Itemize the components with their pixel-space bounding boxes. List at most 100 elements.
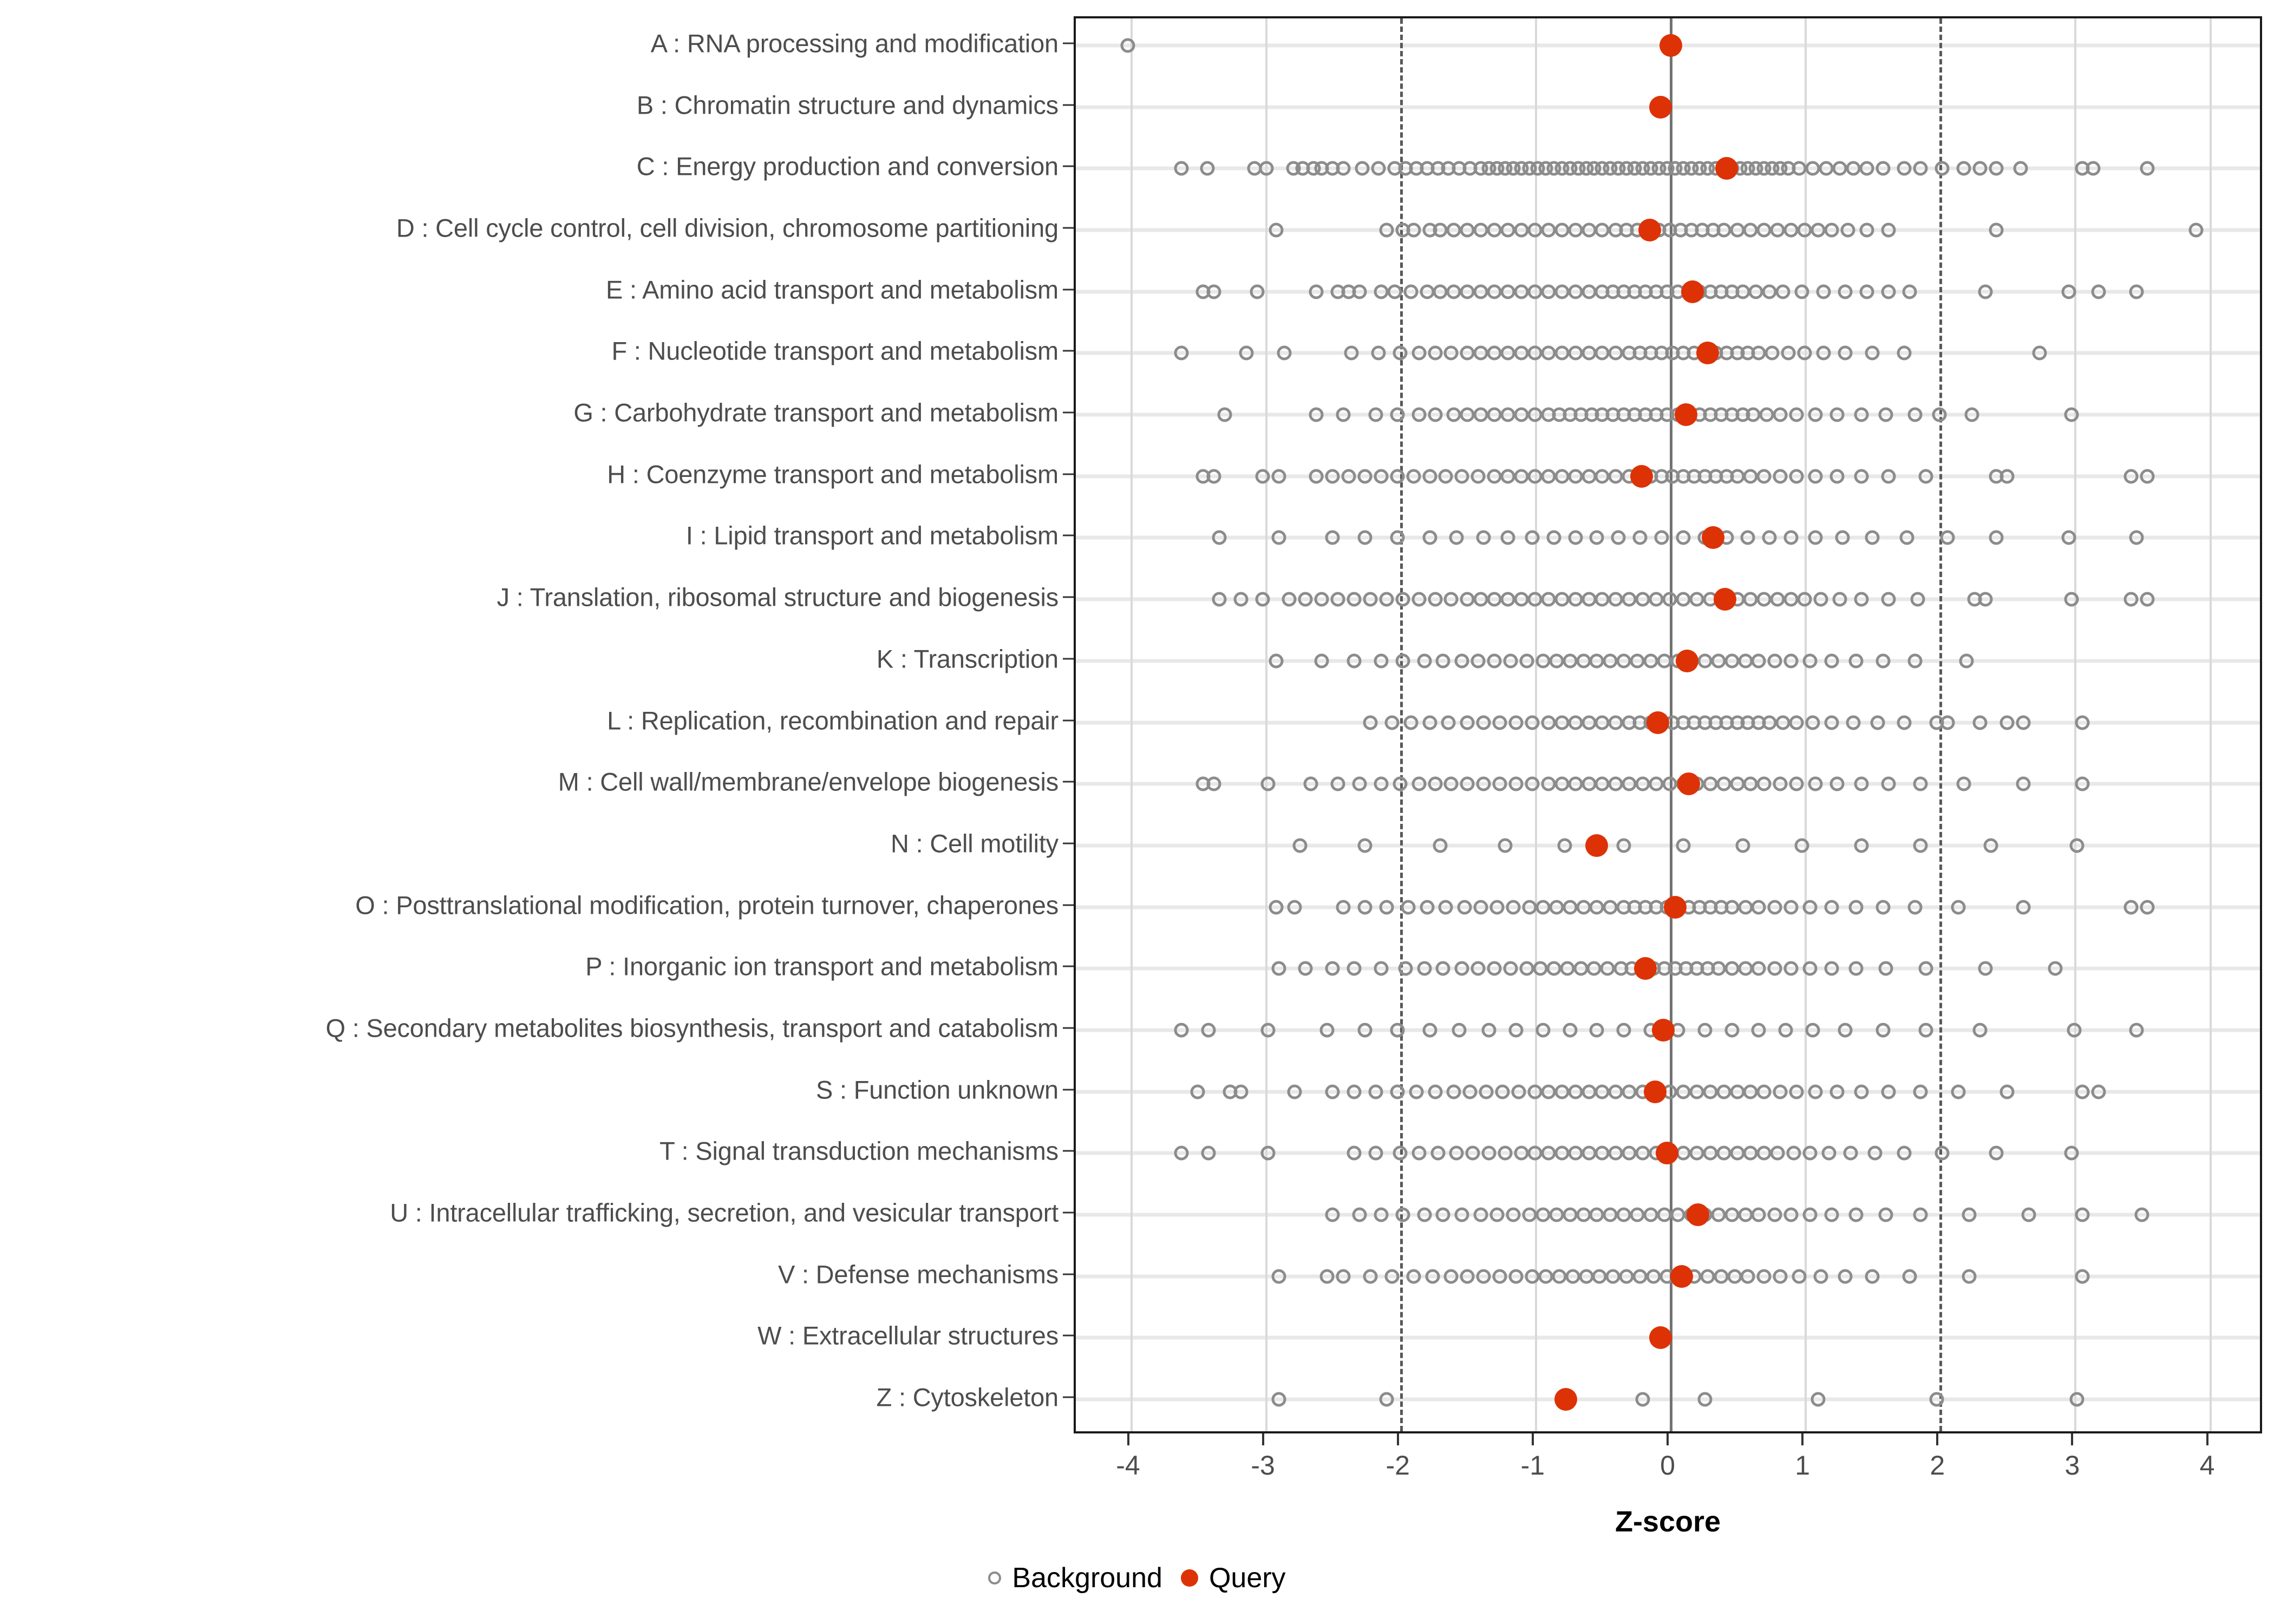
- query-point[interactable]: [1634, 957, 1657, 980]
- y-axis-tick: [1063, 1334, 1074, 1337]
- y-axis-category-label: H : Coenzyme transport and metabolism: [607, 460, 1058, 489]
- background-point: [1514, 345, 1529, 361]
- background-point: [1511, 1084, 1526, 1099]
- background-point: [1646, 1269, 1661, 1284]
- query-point[interactable]: [1638, 219, 1661, 242]
- background-point: [1838, 284, 1853, 299]
- query-point[interactable]: [1649, 1326, 1672, 1350]
- background-point: [1519, 653, 1534, 669]
- background-point: [1363, 715, 1378, 730]
- background-point: [1635, 1392, 1650, 1407]
- query-point[interactable]: [1687, 1203, 1710, 1226]
- legend-item-background[interactable]: Background: [988, 1562, 1162, 1594]
- query-point[interactable]: [1674, 403, 1697, 427]
- background-point: [1595, 345, 1610, 361]
- background-point: [1854, 592, 1869, 607]
- background-point: [1309, 284, 1324, 299]
- background-point: [1390, 530, 1405, 545]
- background-point: [1743, 1084, 1758, 1099]
- background-point: [1401, 900, 1416, 915]
- background-point: [1808, 530, 1823, 545]
- background-point: [1605, 1269, 1620, 1284]
- background-point: [1568, 1084, 1583, 1099]
- background-point: [1487, 469, 1502, 484]
- background-point: [1773, 1269, 1788, 1284]
- query-point[interactable]: [1659, 34, 1683, 57]
- background-point: [1476, 1269, 1491, 1284]
- background-point: [1565, 1269, 1580, 1284]
- background-point: [1541, 345, 1556, 361]
- background-point: [1770, 1145, 1785, 1161]
- legend-item-query[interactable]: Query: [1180, 1562, 1286, 1594]
- query-point[interactable]: [1676, 649, 1699, 672]
- background-point: [1632, 530, 1648, 545]
- x-gridline-4: [2209, 18, 2212, 1431]
- y-axis-category-label: T : Signal transduction mechanisms: [659, 1136, 1058, 1165]
- background-point: [1808, 469, 1823, 484]
- background-point: [1843, 1145, 1858, 1161]
- background-point: [1277, 345, 1291, 361]
- background-point: [1783, 900, 1799, 915]
- query-point[interactable]: [1696, 342, 1719, 365]
- query-point[interactable]: [1646, 711, 1669, 734]
- background-point: [1201, 1145, 1216, 1161]
- background-point: [1989, 530, 2004, 545]
- background-point: [1438, 900, 1453, 915]
- query-point[interactable]: [1715, 157, 1738, 180]
- x-axis-tick-label: -4: [1116, 1450, 1140, 1481]
- background-point: [1854, 776, 1869, 791]
- background-point: [1735, 284, 1750, 299]
- background-point: [1325, 961, 1340, 976]
- background-point: [1743, 592, 1758, 607]
- background-point: [1568, 222, 1583, 238]
- x-axis-tick: [1396, 1433, 1399, 1445]
- query-point[interactable]: [1681, 280, 1704, 303]
- query-point[interactable]: [1649, 95, 1672, 119]
- query-point[interactable]: [1701, 526, 1724, 549]
- background-point: [1336, 161, 1351, 176]
- background-point: [1582, 284, 1597, 299]
- background-point: [1608, 469, 1623, 484]
- background-point: [1514, 469, 1529, 484]
- background-point: [1422, 530, 1437, 545]
- background-point: [1999, 469, 2015, 484]
- background-point: [1972, 1023, 1988, 1038]
- background-point: [1527, 1084, 1543, 1099]
- background-point: [1940, 715, 1955, 730]
- background-point: [1897, 1145, 1912, 1161]
- query-point[interactable]: [1585, 834, 1609, 857]
- background-point: [1508, 1269, 1524, 1284]
- query-point[interactable]: [1677, 772, 1700, 796]
- background-point: [1622, 776, 1637, 791]
- query-point[interactable]: [1630, 464, 1653, 488]
- background-point: [1740, 530, 1755, 545]
- query-point[interactable]: [1651, 1018, 1675, 1042]
- query-point[interactable]: [1643, 1080, 1667, 1103]
- background-point: [1592, 1269, 1607, 1284]
- background-point: [1999, 1084, 2015, 1099]
- background-point: [1595, 222, 1610, 238]
- background-point: [1398, 961, 1413, 976]
- query-point[interactable]: [1663, 895, 1687, 919]
- y-axis-tick: [1063, 1027, 1074, 1029]
- filled-circle-icon: [1180, 1569, 1198, 1587]
- background-point: [1778, 1023, 1793, 1038]
- background-point: [1854, 469, 1869, 484]
- background-point: [1881, 776, 1896, 791]
- background-point: [1487, 345, 1502, 361]
- background-point: [1525, 530, 1540, 545]
- background-point: [1576, 900, 1591, 915]
- background-point: [1473, 284, 1488, 299]
- y-axis-tick: [1063, 289, 1074, 291]
- query-point[interactable]: [1670, 1265, 1694, 1288]
- background-point: [1767, 653, 1782, 669]
- y-axis-tick: [1063, 165, 1074, 167]
- query-point[interactable]: [1714, 588, 1737, 611]
- background-point: [1412, 776, 1427, 791]
- query-point[interactable]: [1554, 1388, 1578, 1411]
- background-point: [1635, 592, 1650, 607]
- background-point: [1829, 469, 1845, 484]
- query-point[interactable]: [1656, 1142, 1679, 1165]
- background-point: [1271, 469, 1286, 484]
- background-point: [1913, 1207, 1928, 1222]
